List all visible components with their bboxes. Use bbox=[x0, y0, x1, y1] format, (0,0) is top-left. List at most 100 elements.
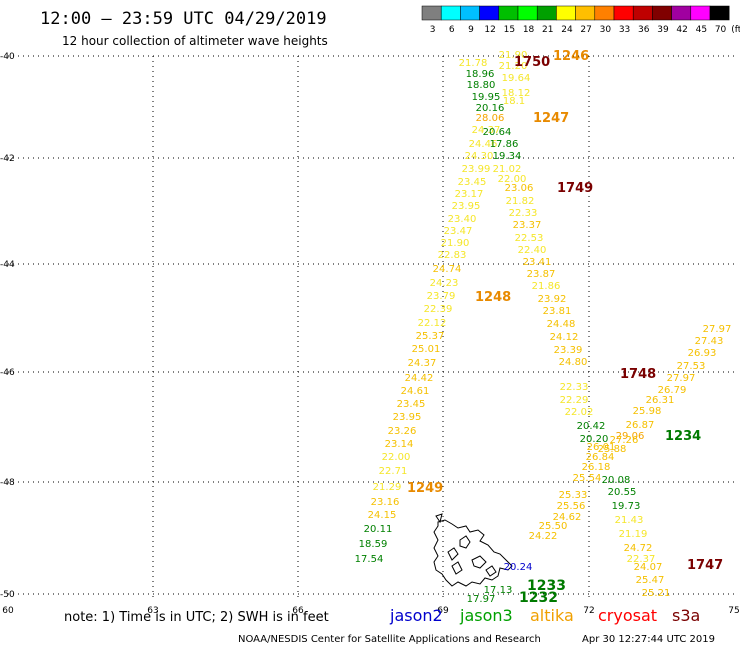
colorbar-label: 27 bbox=[580, 25, 591, 35]
wave-height-value: 19.64 bbox=[502, 73, 531, 84]
wave-height-value: 24.15 bbox=[368, 510, 397, 521]
wave-height-value: 21.19 bbox=[619, 529, 648, 540]
wave-height-value: 22.00 bbox=[498, 174, 527, 185]
latitude-label: -50 bbox=[0, 590, 15, 600]
wave-height-value: 23.95 bbox=[452, 201, 481, 212]
wave-height-value: 23.92 bbox=[538, 294, 567, 305]
colorbar-swatch bbox=[594, 5, 615, 21]
wave-height-value: 24.07 bbox=[634, 562, 663, 573]
wave-height-value: 20.42 bbox=[577, 421, 606, 432]
longitude-label: 66 bbox=[292, 606, 304, 616]
wave-height-value: 24.23 bbox=[430, 278, 459, 289]
legend-cryosat: cryosat bbox=[598, 606, 658, 625]
wave-height-value: 23.39 bbox=[554, 345, 583, 356]
wave-height-value: 20.24 bbox=[504, 562, 533, 573]
wave-height-value: 20.16 bbox=[476, 103, 505, 114]
wave-height-value: 19.95 bbox=[472, 92, 501, 103]
colorbar-swatch bbox=[479, 5, 500, 21]
wave-height-value: 24.46 bbox=[469, 139, 498, 150]
pass-id-label: 1749 bbox=[557, 181, 593, 196]
colorbar-swatch bbox=[632, 5, 653, 21]
colorbar-label: 42 bbox=[676, 25, 687, 35]
wave-height-value: 24.42 bbox=[405, 373, 434, 384]
wave-height-value: 18.80 bbox=[467, 80, 496, 91]
wave-height-value: 18.96 bbox=[466, 69, 495, 80]
wave-height-value: 21.20 bbox=[499, 61, 528, 72]
footer-credit: NOAA/NESDIS Center for Satellite Applica… bbox=[238, 634, 541, 645]
pass-id-label: 1249 bbox=[407, 481, 443, 496]
wave-height-value: 24.12 bbox=[550, 332, 579, 343]
wave-height-value: 22.33 bbox=[560, 382, 589, 393]
wave-height-value: 27.26 bbox=[610, 435, 639, 446]
wave-height-value: 23.17 bbox=[455, 189, 484, 200]
track-1748: 1748 bbox=[620, 367, 656, 382]
colorbar-unit: (ft) bbox=[731, 25, 740, 35]
pass-id-label: 1748 bbox=[620, 367, 656, 382]
colorbar-label: 15 bbox=[504, 25, 515, 35]
wave-height-value: 26.93 bbox=[688, 348, 717, 359]
colorbar-swatch bbox=[652, 5, 672, 21]
pass-id-label: 1247 bbox=[533, 111, 569, 126]
wave-height-value: 18.59 bbox=[359, 539, 388, 550]
pass-id-label: 1234 bbox=[665, 429, 701, 444]
wave-height-value: 21.90 bbox=[499, 50, 528, 61]
wave-height-value: 18.1 bbox=[503, 96, 525, 107]
legend-row: note: 1) Time is in UTC; 2) SWH is in fe… bbox=[0, 606, 740, 628]
legend-jason3: jason3 bbox=[460, 606, 513, 625]
wave-height-value: 26.87 bbox=[626, 420, 655, 431]
wave-height-value: 24.30 bbox=[465, 151, 494, 162]
colorbar-label: 39 bbox=[657, 25, 669, 35]
wave-height-value: 20.55 bbox=[608, 487, 637, 498]
wave-height-value: 22.33 bbox=[509, 208, 538, 219]
wave-height-value: 23.81 bbox=[543, 306, 572, 317]
colorbar-swatch bbox=[536, 5, 557, 21]
pass-id-label: 1750 bbox=[514, 55, 550, 70]
colorbar-swatch bbox=[460, 5, 480, 21]
footer-timestamp: Apr 30 12:27:44 UTC 2019 bbox=[582, 634, 715, 645]
legend-jason2: jason2 bbox=[390, 606, 443, 625]
wave-height-value: 24.48 bbox=[547, 319, 576, 330]
wave-height-value: 23.06 bbox=[505, 183, 534, 194]
wave-height-value: 25.50 bbox=[539, 521, 568, 532]
track-1234: 123420.0820.5519.7321.4321.1924.7222.372… bbox=[602, 429, 702, 599]
wave-height-value: 17.13 bbox=[484, 585, 513, 596]
island-outline bbox=[433, 513, 513, 587]
colorbar-swatch bbox=[421, 5, 442, 21]
pass-id-label: 1747 bbox=[687, 558, 723, 573]
satellite-tracks: 124621.9021.2019.6418.1218.11750124721.7… bbox=[355, 49, 732, 606]
wave-height-value: 25.56 bbox=[557, 501, 586, 512]
colorbar-label: 9 bbox=[468, 25, 474, 35]
wave-height-value: 23.40 bbox=[448, 214, 477, 225]
wave-height-value: 23.79 bbox=[427, 291, 456, 302]
colorbar-label: 12 bbox=[484, 25, 495, 35]
wave-height-value: 21.78 bbox=[459, 58, 488, 69]
wave-height-value: 24.22 bbox=[529, 531, 558, 542]
latitude-label: -42 bbox=[0, 154, 15, 164]
colorbar-swatch bbox=[498, 5, 519, 21]
latitude-label: -44 bbox=[0, 260, 15, 270]
colorbar-label: 36 bbox=[638, 25, 650, 35]
track-1747: 174727.9727.4326.9327.5327.9726.7926.312… bbox=[598, 324, 732, 573]
wave-height-value: 23.16 bbox=[371, 497, 400, 508]
colorbar-label: 18 bbox=[523, 25, 535, 35]
colorbar-swatch bbox=[613, 5, 634, 21]
colorbar-label: 3 bbox=[430, 25, 436, 35]
legend-note: note: 1) Time is in UTC; 2) SWH is in fe… bbox=[64, 610, 329, 625]
colorbar-swatch bbox=[575, 5, 596, 21]
wave-height-value: 24.61 bbox=[401, 386, 430, 397]
wave-height-value: 17.97 bbox=[467, 594, 496, 605]
map-subtitle: 12 hour collection of altimeter wave hei… bbox=[62, 34, 328, 48]
longitude-label: 72 bbox=[583, 606, 594, 616]
wave-height-value: 25.54 bbox=[573, 473, 602, 484]
wave-height-value: 24.74 bbox=[433, 264, 462, 275]
colorbar-label: 24 bbox=[561, 25, 573, 35]
wave-height-value: 20.20 bbox=[580, 434, 609, 445]
wave-height-value: 17.86 bbox=[490, 139, 519, 150]
track-1749: 174920.6417.8619.3421.0222.0023.0621.822… bbox=[483, 127, 616, 542]
colorbar-swatch bbox=[671, 5, 692, 21]
wave-height-value: 27.43 bbox=[695, 336, 724, 347]
wave-height-value: 29.06 bbox=[616, 431, 645, 442]
